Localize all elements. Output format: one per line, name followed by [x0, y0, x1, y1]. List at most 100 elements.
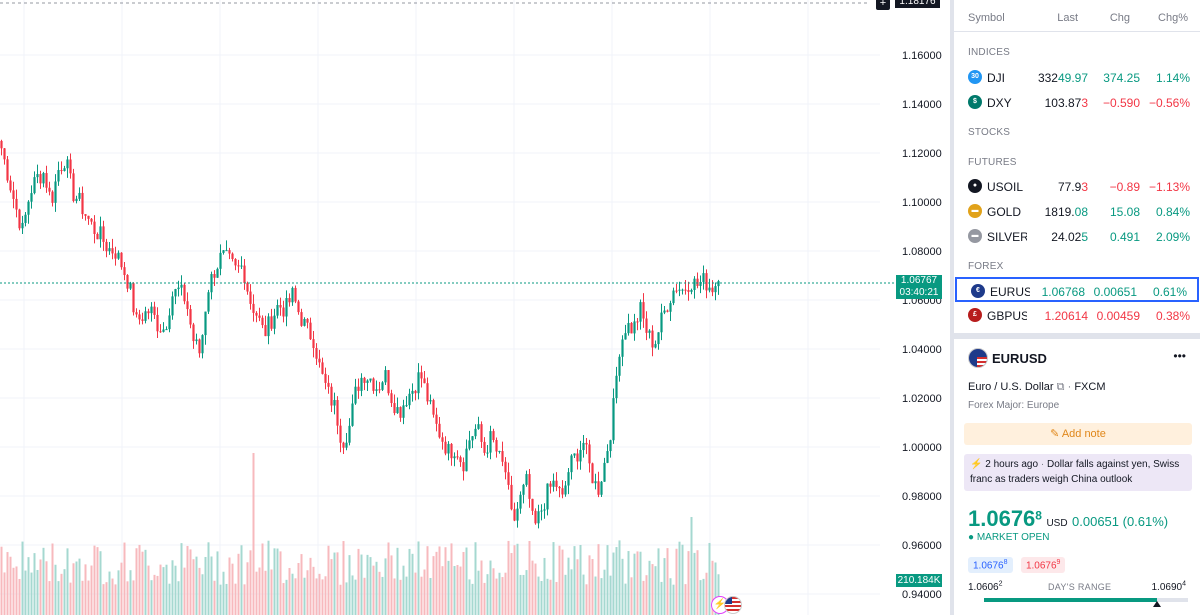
- volume-bar: [684, 584, 687, 615]
- candle-body: [78, 192, 81, 199]
- candle-body: [228, 250, 231, 254]
- volume-bar: [369, 557, 372, 615]
- section-stocks[interactable]: STOCKS: [968, 127, 1011, 138]
- watchlist-row-dji[interactable]: 30 DJI 33249.97 374.25 1.14%: [954, 65, 1200, 90]
- candle-body: [390, 393, 393, 404]
- volume-bar: [357, 548, 360, 615]
- add-note-button[interactable]: ✎ Add note: [964, 423, 1192, 445]
- volume-bar: [582, 574, 585, 615]
- volume-bar: [687, 551, 690, 615]
- volume-bar: [417, 541, 420, 615]
- candle-body: [636, 321, 639, 323]
- watchlist-row-dxy[interactable]: $ DXY 103.873 −0.590 −0.56%: [954, 90, 1200, 115]
- details-name[interactable]: Euro / U.S. Dollar: [968, 381, 1054, 393]
- volume-bar: [438, 546, 441, 615]
- crosshair-plus-icon[interactable]: +: [876, 0, 890, 10]
- volume-bar: [705, 572, 708, 615]
- volume-bar: [456, 564, 459, 615]
- col-chgp[interactable]: Chg%: [1158, 12, 1188, 24]
- volume-bar: [432, 556, 435, 615]
- candle-body: [552, 480, 555, 487]
- details-exchange[interactable]: FXCM: [1074, 381, 1106, 393]
- candle-body: [201, 335, 204, 354]
- volume-bar: [636, 551, 639, 615]
- candle-body: [372, 378, 375, 391]
- row-chgp: 2.09%: [1155, 230, 1190, 244]
- external-link-icon[interactable]: ⧉: [1056, 381, 1065, 393]
- volume-bar: [468, 579, 471, 615]
- silver-icon: ▬: [968, 229, 982, 243]
- volume-bar: [462, 551, 465, 615]
- volume-bar: [429, 577, 432, 615]
- candle-body: [468, 440, 471, 449]
- news-item[interactable]: ⚡ 2 hours ago · Dollar falls against yen…: [964, 454, 1192, 491]
- candle-body: [255, 312, 258, 316]
- candle-body: [630, 322, 633, 334]
- candle-body: [138, 314, 141, 320]
- candlestick-chart[interactable]: 1.160001.140001.120001.100001.080001.060…: [0, 0, 950, 615]
- col-chg[interactable]: Chg: [1109, 12, 1130, 24]
- volume-bar: [222, 571, 225, 615]
- volume-bar: [426, 546, 429, 615]
- candle-body: [348, 425, 351, 443]
- candle-body: [3, 148, 6, 160]
- candle-body: [411, 390, 414, 394]
- volume-bar: [492, 568, 495, 615]
- bid-pill[interactable]: 1.06768: [968, 556, 1013, 573]
- candle-body: [711, 287, 714, 293]
- volume-bar: [255, 571, 258, 615]
- volume-bar: [624, 583, 627, 615]
- watchlist-row-gold[interactable]: ▬ GOLD 1819.08 15.08 0.84%: [954, 199, 1200, 224]
- candle-body: [174, 289, 177, 297]
- volume-bar: [495, 578, 498, 615]
- volume-bar: [240, 545, 243, 615]
- volume-bar: [309, 557, 312, 615]
- candle-body: [45, 173, 48, 188]
- section-forex[interactable]: FOREX: [968, 261, 1004, 272]
- candle-body: [465, 448, 468, 472]
- col-symbol[interactable]: Symbol: [968, 12, 1005, 24]
- us-flag-icon[interactable]: [724, 596, 742, 614]
- candle-body: [513, 509, 516, 521]
- row-symbol: SILVER: [987, 230, 1027, 244]
- volume-bar: [675, 548, 678, 615]
- candle-body: [675, 290, 678, 292]
- price-chart[interactable]: 1.16000 1.14000 1.12000 1.10000 1.08000 1.060…: [0, 0, 950, 615]
- details-symbol[interactable]: EURUSD: [992, 351, 1047, 366]
- col-last[interactable]: Last: [1057, 12, 1078, 24]
- volume-bar: [447, 560, 450, 615]
- candle-body: [684, 289, 687, 291]
- candle-body: [342, 442, 345, 448]
- more-icon[interactable]: •••: [1173, 349, 1186, 363]
- volume-bar: [195, 556, 198, 615]
- candle-body: [381, 382, 384, 390]
- market-status[interactable]: MARKET OPEN: [976, 532, 1050, 543]
- volume-bar: [372, 565, 375, 615]
- volume-bar: [108, 571, 111, 615]
- watchlist-row-silver[interactable]: ▬ SILVER 24.025 0.491 2.09%: [954, 224, 1200, 249]
- volume-bar: [30, 572, 33, 615]
- candle-body: [696, 278, 699, 286]
- candle-body: [69, 159, 72, 174]
- candle-body: [657, 332, 660, 345]
- watchlist-row-eurusd[interactable]: € EURUSD 1.06768 0.00651 0.61%: [955, 277, 1199, 302]
- candle-body: [570, 455, 573, 473]
- panel-divider[interactable]: [950, 0, 954, 615]
- watchlist-row-usoil[interactable]: ● USOIL 77.93 −0.89 −1.13%: [954, 174, 1200, 199]
- section-futures[interactable]: FUTURES: [968, 157, 1017, 168]
- candle-body: [378, 389, 381, 391]
- candle-body: [303, 318, 306, 326]
- volume-bar: [453, 566, 456, 615]
- candle-body: [195, 339, 198, 342]
- section-indices[interactable]: INDICES: [968, 47, 1010, 58]
- candle-body: [192, 324, 195, 342]
- ask-pill[interactable]: 1.06769: [1020, 556, 1066, 573]
- watchlist-row-gbpusd[interactable]: £ GBPUSD 1.20614 0.00459 0.38%: [954, 303, 1200, 328]
- candle-body: [129, 283, 132, 289]
- candle-body: [27, 201, 30, 215]
- candle-body: [213, 274, 216, 278]
- volume-bar: [666, 548, 669, 615]
- details-category[interactable]: Forex Major: Europe: [968, 400, 1060, 411]
- volume-bar: [423, 569, 426, 615]
- volume-bar: [246, 562, 249, 615]
